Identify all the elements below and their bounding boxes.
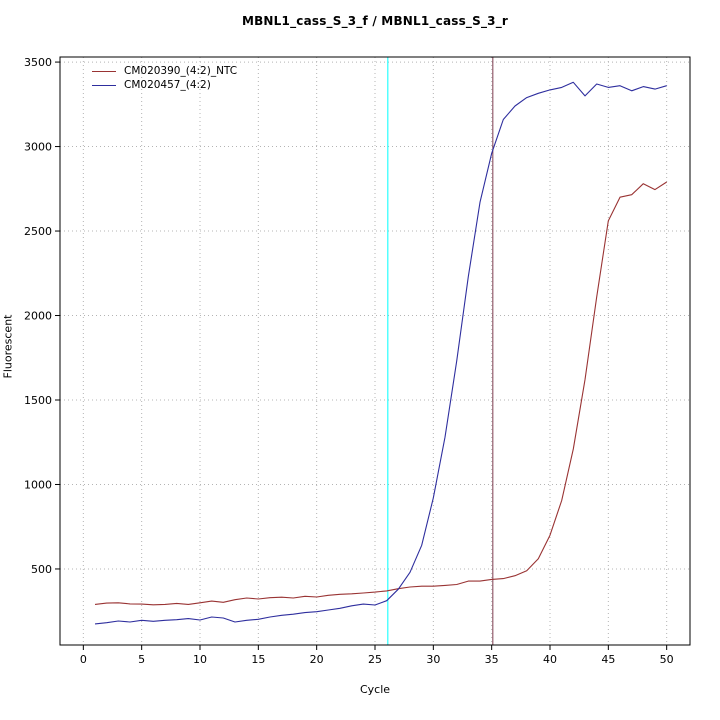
svg-text:25: 25: [368, 653, 382, 666]
svg-text:35: 35: [485, 653, 499, 666]
svg-text:15: 15: [251, 653, 265, 666]
svg-text:1500: 1500: [24, 394, 52, 407]
svg-text:10: 10: [193, 653, 207, 666]
legend-line-swatch-blue: [92, 84, 116, 86]
x-axis-label: Cycle: [359, 683, 391, 696]
svg-text:3500: 3500: [24, 56, 52, 69]
svg-text:20: 20: [310, 653, 324, 666]
svg-text:2500: 2500: [24, 225, 52, 238]
legend-item: CM020390_(4:2)_NTC: [92, 64, 237, 78]
svg-text:45: 45: [601, 653, 615, 666]
legend-item-label: CM020390_(4:2)_NTC: [124, 65, 238, 77]
svg-text:2000: 2000: [24, 310, 52, 323]
svg-text:1000: 1000: [24, 478, 52, 491]
svg-text:500: 500: [31, 563, 52, 576]
svg-text:50: 50: [660, 653, 674, 666]
legend-item-label: CM020457_(4:2): [124, 79, 211, 91]
legend: CM020390_(4:2)_NTC CM020457_(4:2): [92, 64, 237, 92]
svg-text:0: 0: [80, 653, 87, 666]
svg-text:30: 30: [426, 653, 440, 666]
svg-text:40: 40: [543, 653, 557, 666]
svg-text:5: 5: [138, 653, 145, 666]
svg-text:3000: 3000: [24, 141, 52, 154]
legend-line-swatch-red: [92, 70, 116, 72]
chart-title: MBNL1_cass_S_3_f / MBNL1_cass_S_3_r: [241, 14, 509, 28]
legend-item: CM020457_(4:2): [92, 78, 237, 92]
y-axis-label: Fluorescent: [1, 314, 15, 379]
